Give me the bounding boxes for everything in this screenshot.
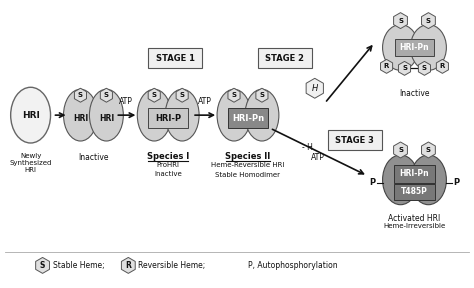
Polygon shape <box>74 88 86 102</box>
Polygon shape <box>306 78 323 98</box>
Ellipse shape <box>137 89 171 141</box>
Polygon shape <box>100 88 112 102</box>
Text: S: S <box>78 92 83 98</box>
Text: S: S <box>426 147 431 153</box>
Text: - H: - H <box>302 143 313 152</box>
Text: S: S <box>402 65 407 71</box>
Text: HRI: HRI <box>22 111 39 120</box>
Text: S: S <box>152 92 157 98</box>
Text: S: S <box>180 92 185 98</box>
Ellipse shape <box>165 89 199 141</box>
Ellipse shape <box>217 89 251 141</box>
Text: ProHRI: ProHRI <box>157 162 180 168</box>
FancyBboxPatch shape <box>328 130 382 150</box>
Text: HRI-Pn: HRI-Pn <box>400 43 429 52</box>
Text: Reversible Heme;: Reversible Heme; <box>138 261 206 270</box>
Text: HRI-Pn: HRI-Pn <box>400 169 429 178</box>
Text: ATP: ATP <box>311 154 325 162</box>
Text: Inactive: Inactive <box>78 153 109 162</box>
Text: H: H <box>311 84 318 93</box>
Text: Activated HRI: Activated HRI <box>388 214 441 223</box>
Text: T485P: T485P <box>401 187 428 196</box>
Bar <box>393 165 436 183</box>
Bar <box>228 108 268 128</box>
Polygon shape <box>393 13 408 29</box>
Bar <box>148 108 188 128</box>
Text: STAGE 1: STAGE 1 <box>155 54 195 63</box>
Text: Newly
Synthesized
HRI: Newly Synthesized HRI <box>9 153 52 173</box>
Text: Species I: Species I <box>147 152 189 161</box>
Polygon shape <box>36 257 49 273</box>
Text: P: P <box>370 178 376 187</box>
Text: S: S <box>104 92 109 98</box>
Ellipse shape <box>64 89 98 141</box>
Polygon shape <box>176 88 188 102</box>
Text: R: R <box>440 63 445 69</box>
Polygon shape <box>256 88 268 102</box>
Ellipse shape <box>90 89 123 141</box>
Text: Species II: Species II <box>225 152 271 161</box>
Text: P: P <box>453 178 459 187</box>
Ellipse shape <box>383 155 419 205</box>
Polygon shape <box>381 59 392 73</box>
Text: ATP: ATP <box>198 97 212 106</box>
Text: Stable Heme;: Stable Heme; <box>53 261 104 270</box>
Text: S: S <box>426 18 431 24</box>
Polygon shape <box>437 59 448 73</box>
FancyBboxPatch shape <box>148 48 202 68</box>
Polygon shape <box>419 61 430 75</box>
Polygon shape <box>399 61 410 75</box>
Polygon shape <box>228 88 240 102</box>
Text: Stable Homodimer: Stable Homodimer <box>216 172 281 178</box>
Text: S: S <box>422 65 427 71</box>
Text: Inactive: Inactive <box>399 89 430 98</box>
Text: Heme-Irreversible: Heme-Irreversible <box>383 223 446 229</box>
Text: R: R <box>126 261 131 270</box>
Bar <box>394 39 434 56</box>
Text: S: S <box>259 92 264 98</box>
FancyBboxPatch shape <box>258 48 312 68</box>
Text: S: S <box>40 261 45 270</box>
Text: Heme-Reversible HRI: Heme-Reversible HRI <box>211 162 285 168</box>
Ellipse shape <box>410 24 447 70</box>
Text: STAGE 2: STAGE 2 <box>265 54 304 63</box>
Text: Species I: Species I <box>147 152 189 161</box>
Text: ATP: ATP <box>119 97 133 106</box>
Ellipse shape <box>11 87 51 143</box>
Text: STAGE 3: STAGE 3 <box>335 136 374 145</box>
Text: S: S <box>398 147 403 153</box>
Text: HRI: HRI <box>99 114 114 123</box>
Ellipse shape <box>383 24 419 70</box>
Polygon shape <box>121 257 135 273</box>
Text: HRI: HRI <box>73 114 88 123</box>
Text: HRI-P: HRI-P <box>155 114 181 123</box>
Text: S: S <box>398 18 403 24</box>
Text: R: R <box>384 63 389 69</box>
Polygon shape <box>421 142 435 158</box>
Polygon shape <box>421 13 435 29</box>
Text: Inactive: Inactive <box>155 171 182 177</box>
Text: S: S <box>231 92 237 98</box>
Ellipse shape <box>245 89 279 141</box>
Text: HRI-Pn: HRI-Pn <box>232 114 264 123</box>
Bar <box>393 184 436 200</box>
Polygon shape <box>393 142 408 158</box>
Polygon shape <box>148 88 160 102</box>
Text: P, Autophosphorylation: P, Autophosphorylation <box>248 261 337 270</box>
Ellipse shape <box>410 155 447 205</box>
